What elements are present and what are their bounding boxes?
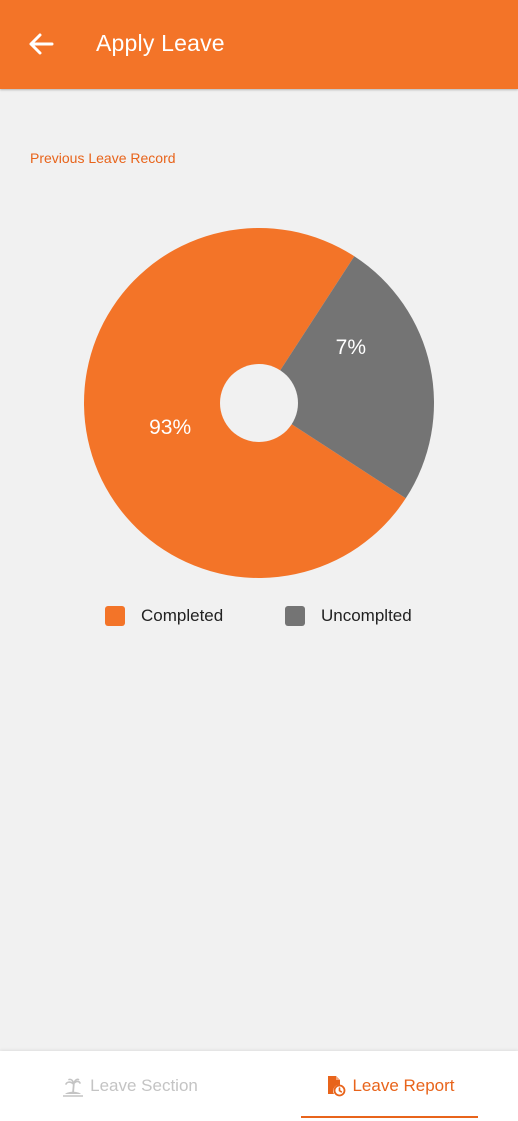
- bottom-navigation: Leave Section Leave Report: [0, 1051, 518, 1121]
- page-title: Apply Leave: [96, 30, 225, 56]
- tab-leave-section-label: Leave Section: [90, 1076, 198, 1095]
- legend-label-completed: Completed: [141, 606, 224, 625]
- tab-leave-section[interactable]: Leave Section: [30, 1051, 230, 1121]
- tab-leave-report[interactable]: Leave Report: [301, 1051, 478, 1121]
- legend-item-uncompleted: Uncomplted: [285, 606, 412, 626]
- report-file-icon: [324, 1075, 346, 1097]
- legend-swatch-completed: [105, 606, 125, 626]
- back-button[interactable]: [22, 26, 62, 62]
- pie-chart-svg: [84, 228, 434, 579]
- chart-legend: Completed Uncomplted: [0, 606, 518, 630]
- pie-slice-uncompleted: [259, 256, 434, 499]
- tab-leave-report-label: Leave Report: [352, 1076, 455, 1095]
- pie-center-hole: [220, 364, 298, 442]
- arrow-left-icon: [29, 33, 54, 55]
- pie-label-completed: 93%: [149, 416, 192, 440]
- island-icon: [62, 1075, 84, 1097]
- pie-label-uncompleted: 7%: [335, 335, 367, 359]
- legend-swatch-uncompleted: [285, 606, 305, 626]
- pie-chart: 93% 7%: [84, 228, 434, 579]
- legend-item-completed: Completed: [105, 606, 223, 626]
- section-label: Previous Leave Record: [30, 150, 176, 166]
- legend-label-uncompleted: Uncomplted: [321, 606, 412, 625]
- active-tab-indicator: [301, 1116, 478, 1118]
- app-bar: Apply Leave: [0, 0, 518, 89]
